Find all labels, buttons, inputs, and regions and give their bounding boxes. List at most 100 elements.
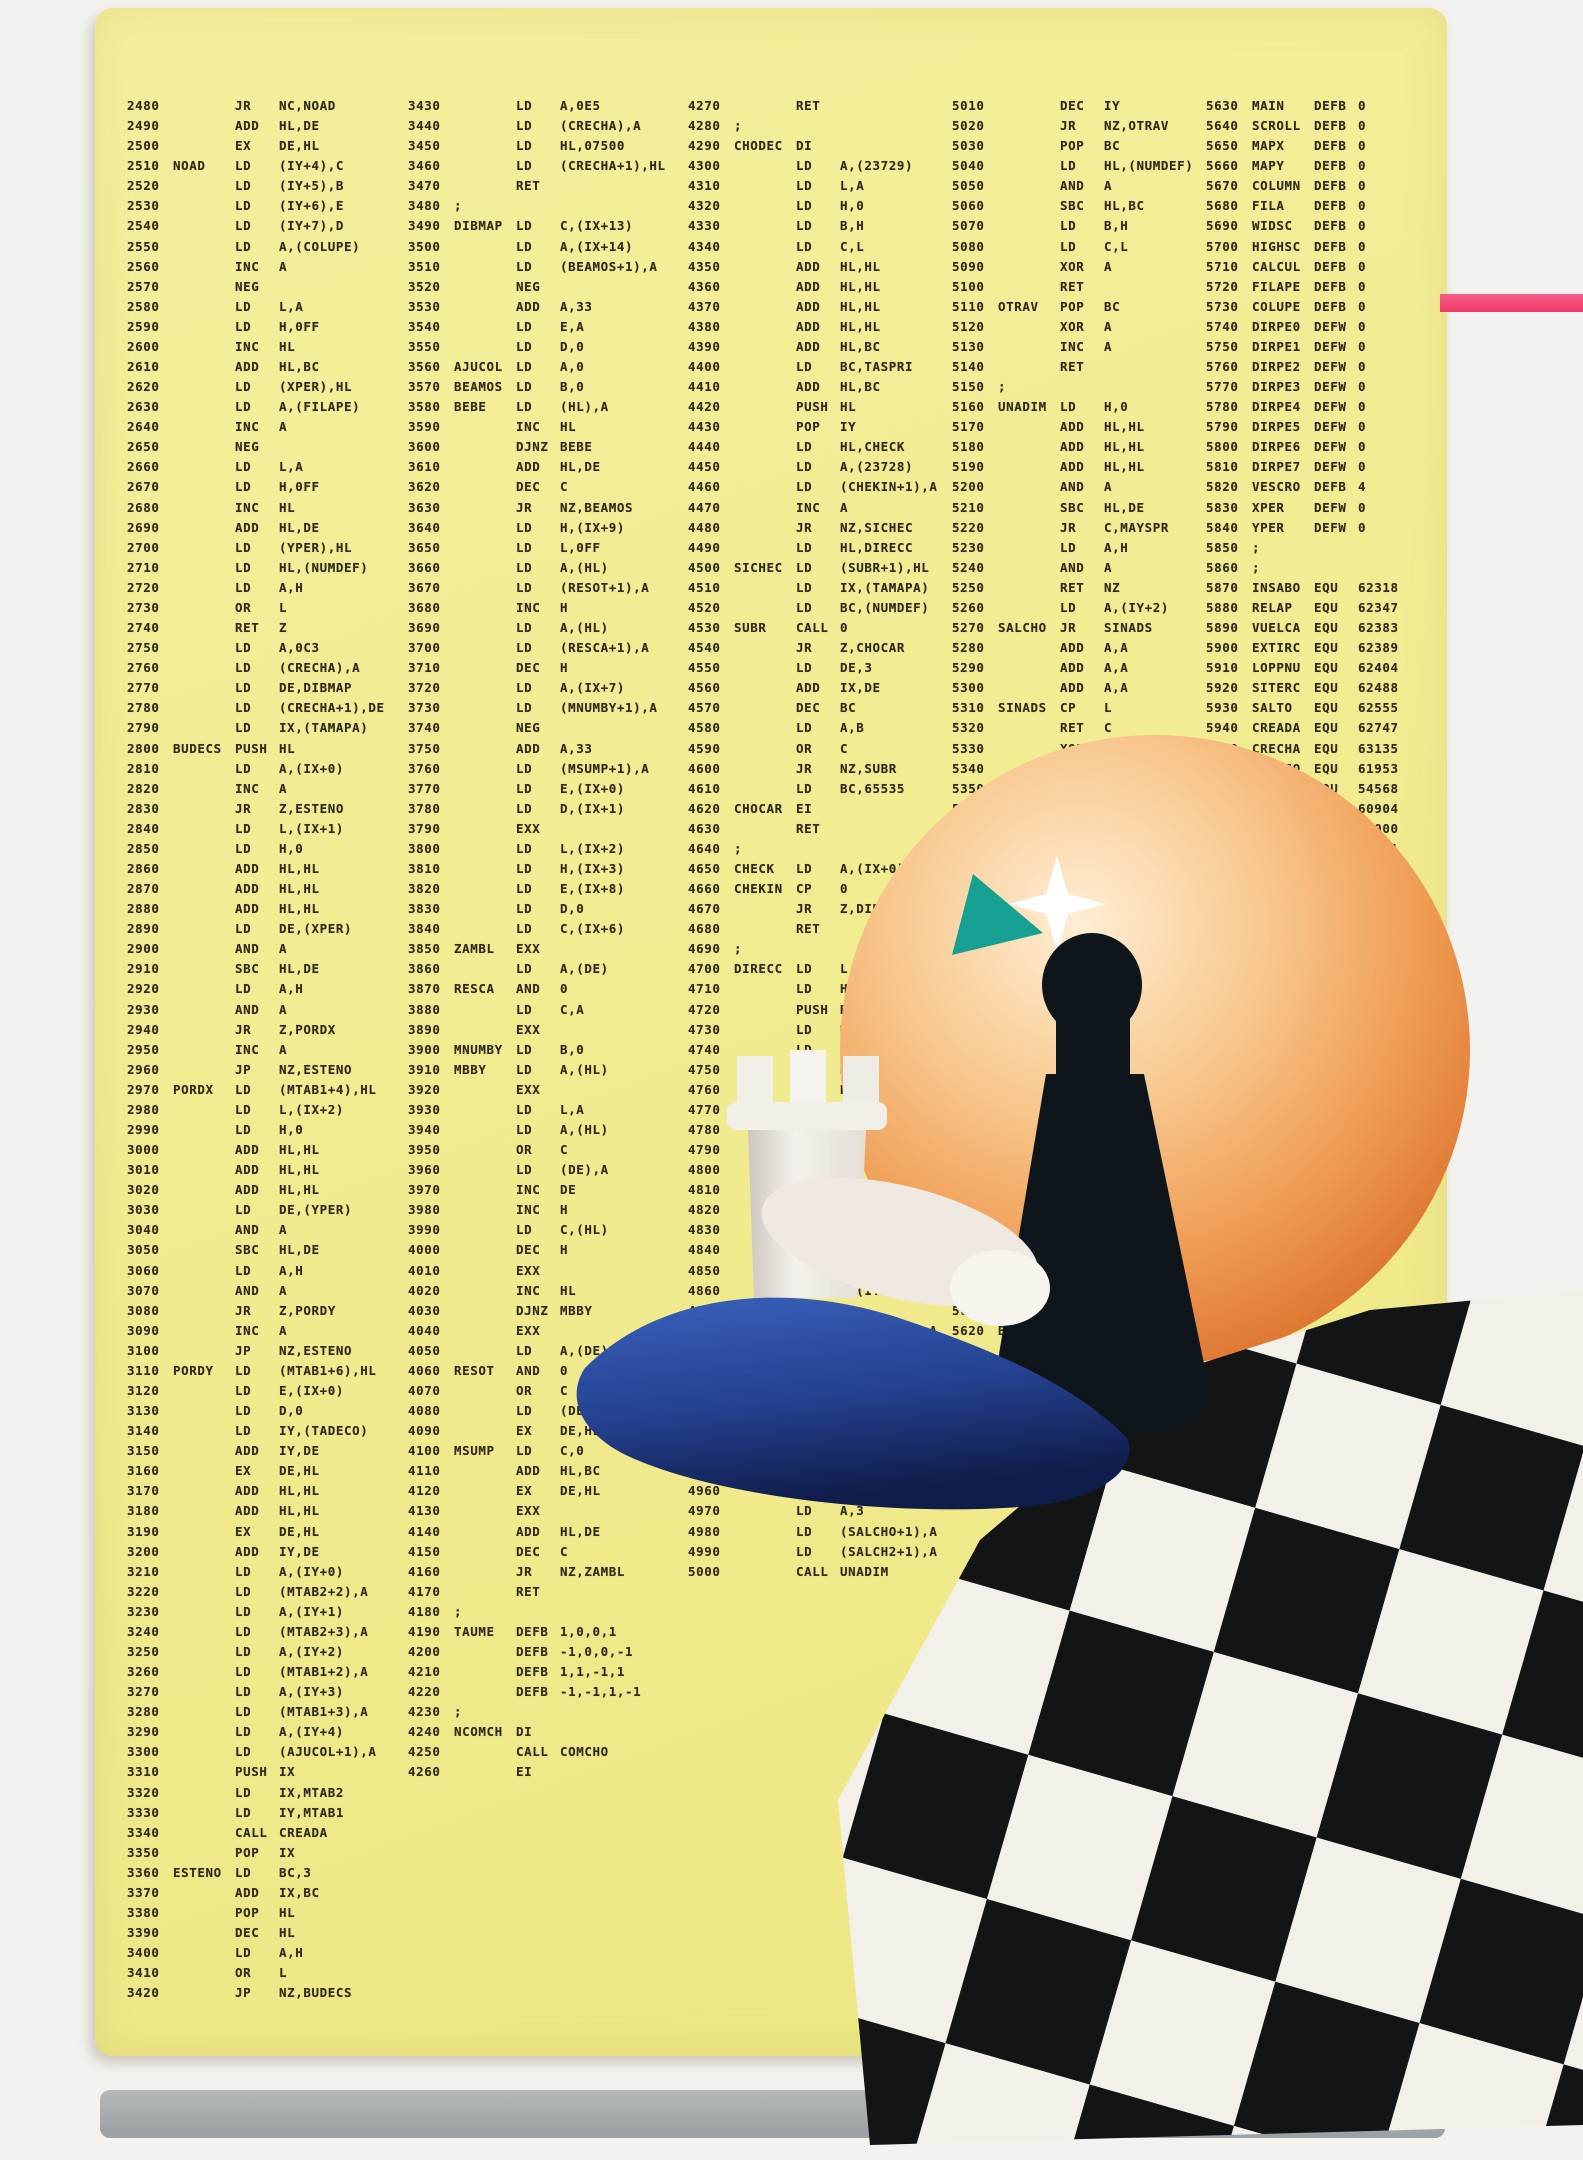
code-line: 5780 DIRPE4 DEFW 0	[1206, 399, 1367, 415]
code-line: 5140 RET	[952, 359, 1085, 375]
code-line: 2830 JR Z,ESTENO	[127, 800, 345, 816]
code-line: 5760 DIRPE2 DEFW 0	[1206, 359, 1367, 375]
code-line: 3210 LD A,(IY+0)	[127, 1563, 345, 1579]
code-line: 5730 COLUPE DEFB 0	[1206, 298, 1367, 314]
code-line: 3070 AND A	[127, 1282, 288, 1298]
code-line: 5160 UNADIM LD H,0	[952, 399, 1129, 415]
code-line: 3400 LD A,H	[127, 1945, 304, 1961]
code-line: 2820 INC A	[127, 780, 288, 796]
code-line: 3560 AJUCOL LD A,0	[408, 359, 585, 375]
code-line: 4170 RET	[408, 1583, 541, 1599]
code-column-3: 4270 RET 4280; 4290 CHODEC DI 4300 LD A,(23729) 4…	[688, 98, 966, 1584]
code-line: 5560 NUMDEF DEFW 0	[952, 1202, 1113, 1218]
code-line: 3550 LD D,0	[408, 338, 585, 354]
code-line: 4220 DEFB -1,-1,1,-1	[408, 1684, 642, 1700]
code-line: 5450 SINA2 CP L	[952, 981, 1113, 997]
code-line: 2740 RET Z	[127, 620, 288, 636]
code-line: 3040 AND A	[127, 1222, 288, 1238]
code-line: 4190 TAUME DEFB 1,0,0,1	[408, 1623, 617, 1639]
code-line: 5740 DIRPE0 DEFW 0	[1206, 318, 1367, 334]
code-line: 4670 JR Z,DIRECC	[688, 901, 906, 917]
code-line: 5110 OTRAV POP BC	[952, 298, 1121, 314]
code-line: 4250 CALL COMCHO	[408, 1744, 609, 1760]
code-line: 5410 SALCH2 JR SINA2	[952, 901, 1145, 917]
code-line: 4970 LD A,3	[688, 1503, 865, 1519]
code-line: 4560 ADD IX,DE	[688, 680, 881, 696]
code-line: 3830 LD D,0	[408, 901, 585, 917]
code-line: 5660 MAPY DEFB 0	[1206, 158, 1367, 174]
code-line: 3700 LD (RESCA+1),A	[408, 640, 650, 656]
code-line: 4770 ADD HL,BC	[688, 1101, 881, 1117]
code-line: 5690 WIDSC DEFB 0	[1206, 218, 1367, 234]
code-line: 3900 MNUMBY LD B,0	[408, 1041, 585, 1057]
code-line: 5770 DIRPE3 DEFW 0	[1206, 379, 1367, 395]
code-line: 5960 INICIO EQU 61953	[1206, 760, 1399, 776]
code-line: 5950 CRECHA EQU 63135	[1206, 740, 1399, 756]
code-line: 4690;	[688, 941, 743, 957]
code-line: 3260 LD (MTAB1+2),A	[127, 1664, 369, 1680]
code-line: 2540 LD (IY+7),D	[127, 218, 345, 234]
code-line: 5230 LD A,H	[952, 539, 1129, 555]
code-line: 2780 LD (CRECHA+1),DE	[127, 700, 385, 716]
code-line: 4740 LD C,L	[688, 1041, 865, 1057]
code-line: 5580 NUMDEC DEFB 0	[952, 1242, 1113, 1258]
code-line: 3480;	[408, 198, 463, 214]
code-line: 4260 EI	[408, 1764, 533, 1780]
code-line: 4010 EXX	[408, 1262, 541, 1278]
code-line: 4150 DEC C	[408, 1543, 569, 1559]
code-line: 5680 FILA DEFB 0	[1206, 198, 1367, 214]
code-line: 4470 INC A	[688, 499, 849, 515]
code-line: 3100 JP NZ,ESTENO	[127, 1342, 353, 1358]
code-line: 4790 ADD HL,BC	[688, 1142, 881, 1158]
code-line: 3420 JP NZ,BUDECS	[127, 1985, 353, 2001]
code-line: 3390 DEC HL	[127, 1925, 296, 1941]
code-line: 3740 NEG	[408, 720, 541, 736]
code-line: 3730 LD (MNUMBY+1),A	[408, 700, 658, 716]
code-line: 4140 ADD HL,DE	[408, 1523, 601, 1539]
code-line: 5290 ADD A,A	[952, 660, 1129, 676]
code-line: 5640 SCROLL DEFB 0	[1206, 118, 1367, 134]
code-line: 5820 VESCRO DEFB 4	[1206, 479, 1367, 495]
code-line: 2870 ADD HL,HL	[127, 881, 320, 897]
code-line: 4380 ADD HL,HL	[688, 318, 881, 334]
code-line: 3520 NEG	[408, 278, 541, 294]
code-line: 5810 DIRPE7 DEFW 0	[1206, 459, 1367, 475]
code-line: 5850;	[1206, 539, 1261, 555]
code-line: 4130 EXX	[408, 1503, 541, 1519]
code-line: 3360 ESTENO LD BC,3	[127, 1864, 312, 1880]
code-line: 4590 OR C	[688, 740, 849, 756]
code-line: 5170 ADD HL,HL	[952, 419, 1145, 435]
code-line: 2880 ADD HL,HL	[127, 901, 320, 917]
code-line: 2510 NOAD LD (IY+4),C	[127, 158, 345, 174]
code-line: 3000 ADD HL,HL	[127, 1142, 320, 1158]
code-column-1: 2480 JR NC,NOAD 2490 ADD HL,DE 2500 EX DE,HL 2510…	[127, 98, 405, 2005]
code-line: 5260 LD A,(IY+2)	[952, 599, 1170, 615]
code-line: 5020 JR NZ,OTRAV	[952, 118, 1170, 134]
code-line: 4400 LD BC,TASPRI	[688, 359, 914, 375]
code-line: 4060 RESOT AND 0	[408, 1362, 569, 1378]
code-line: 3300 LD (AJUCOL+1),A	[127, 1744, 377, 1760]
code-line: 3750 ADD A,33	[408, 740, 593, 756]
code-line: 5220 JR C,MAYSPR	[952, 519, 1170, 535]
code-line: 5180 ADD HL,HL	[952, 439, 1145, 455]
code-line: 5890 VUELCA EQU 62383	[1206, 620, 1399, 636]
code-line: 4800 INC HL	[688, 1162, 857, 1178]
code-line: 4960 INC IY	[688, 1483, 857, 1499]
code-line: 3860 LD A,(DE)	[408, 961, 609, 977]
code-line: 5670 COLUMN DEFB 0	[1206, 178, 1367, 194]
code-line: 2920 LD A,H	[127, 981, 304, 997]
code-line: 3650 LD L,0FF	[408, 539, 601, 555]
code-line: 3720 LD A,(IX+7)	[408, 680, 626, 696]
code-line: 4430 POP IY	[688, 419, 857, 435]
code-line: 3840 LD C,(IX+6)	[408, 921, 626, 937]
code-line: 4700 DIRECC LD L,(IX+0)	[688, 961, 906, 977]
code-line: 4610 LD BC,65535	[688, 780, 906, 796]
code-line: 3490 DIBMAP LD C,(IX+13)	[408, 218, 634, 234]
code-line: 4580 LD A,B	[688, 720, 865, 736]
code-line: 4080 LD (DE),A	[408, 1403, 609, 1419]
code-line: 2760 LD (CRECHA),A	[127, 660, 361, 676]
code-line: 5000 CALL UNADIM	[688, 1563, 889, 1579]
code-line: 5420 ADD A,A	[952, 921, 1129, 937]
code-line: 4340 LD C,L	[688, 238, 865, 254]
